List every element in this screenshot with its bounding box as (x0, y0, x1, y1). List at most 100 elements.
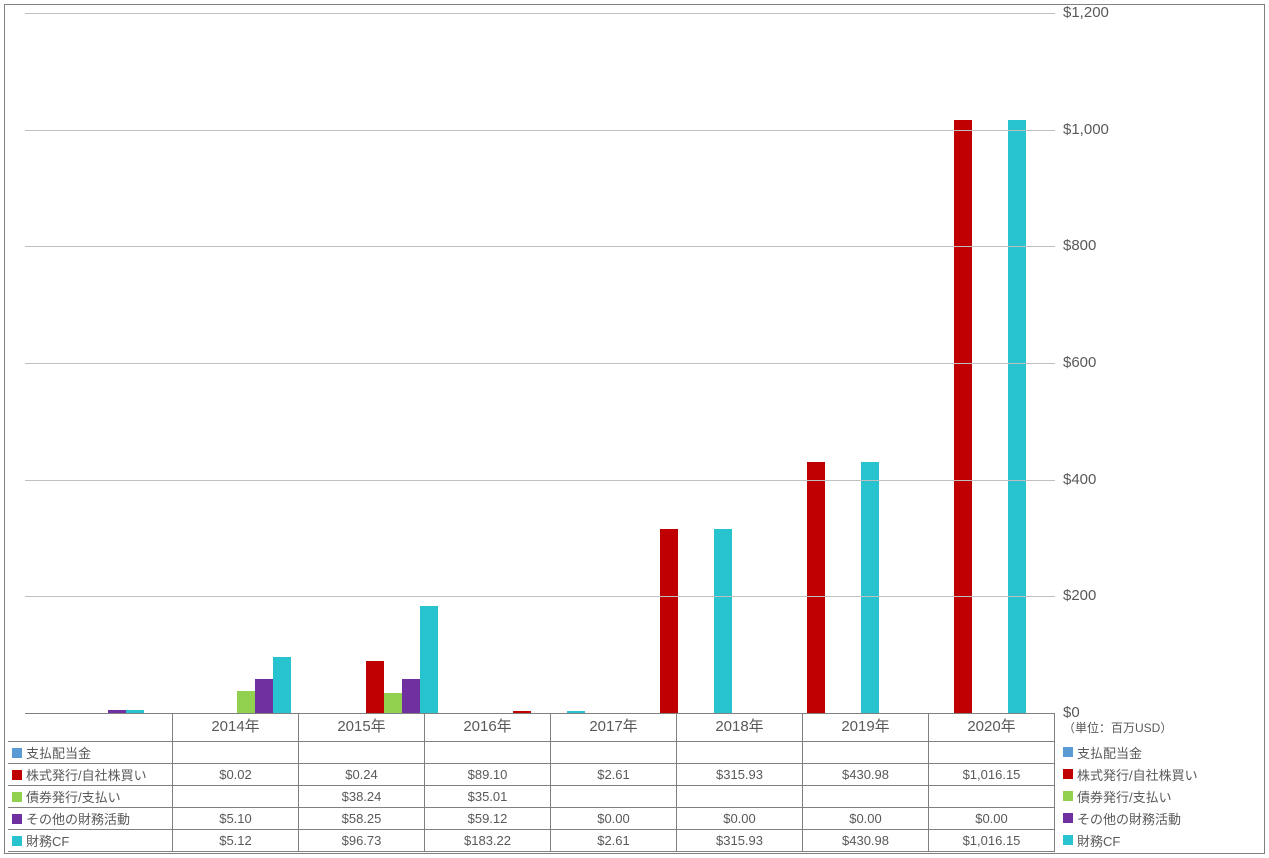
table-cell (928, 742, 1055, 763)
table-row: 財務CF$5.12$96.73$183.22$2.61$315.93$430.9… (8, 830, 1055, 852)
series-header: その他の財務活動 (8, 808, 172, 829)
legend-swatch (1063, 769, 1073, 779)
gridline (25, 363, 1055, 364)
y-axis-tick-label: $1,000 (1063, 121, 1109, 138)
bar-s5 (714, 529, 732, 713)
bar-s2 (660, 529, 678, 713)
legend-label: 債券発行/支払い (1077, 787, 1172, 806)
table-row: 株式発行/自社株買い$0.02$0.24$89.10$2.61$315.93$4… (8, 764, 1055, 786)
legend-swatch (12, 836, 22, 846)
legend-item: その他の財務活動 (1063, 807, 1198, 829)
bar-s5 (273, 657, 291, 713)
legend-swatch (1063, 835, 1073, 845)
series-label: 支払配当金 (26, 743, 91, 762)
table-cell: $96.73 (298, 830, 424, 851)
bar-s2 (954, 120, 972, 713)
chart-container: $0$200$400$600$800$1,000$1,200 2014年2015… (4, 4, 1265, 854)
table-cell: $1,016.15 (928, 830, 1055, 851)
legend-item: 支払配当金 (1063, 741, 1198, 763)
bar-s5 (420, 606, 438, 713)
table-cell: $2.61 (550, 830, 676, 851)
x-axis-category: 2016年 (424, 713, 550, 741)
legend-label: 財務CF (1077, 831, 1120, 850)
x-axis-category: 2015年 (298, 713, 424, 741)
table-cell (928, 786, 1055, 807)
legend-label: その他の財務活動 (1077, 809, 1181, 828)
legend-item: 財務CF (1063, 829, 1198, 851)
table-row: 支払配当金 (8, 742, 1055, 764)
table-cell (298, 742, 424, 763)
x-axis-cells: 2014年2015年2016年2017年2018年2019年2020年 (25, 713, 1055, 741)
series-label: 債券発行/支払い (26, 787, 121, 806)
table-cell: $59.12 (424, 808, 550, 829)
table-cell: $2.61 (550, 764, 676, 785)
table-cell (424, 742, 550, 763)
table-cell: $0.00 (550, 808, 676, 829)
table-cell (172, 786, 298, 807)
legend-item: 債券発行/支払い (1063, 785, 1198, 807)
legend-swatch (1063, 747, 1073, 757)
table-cell (172, 742, 298, 763)
gridline (25, 596, 1055, 597)
gridline (25, 130, 1055, 131)
table-cell: $0.24 (298, 764, 424, 785)
series-header: 支払配当金 (8, 742, 172, 763)
x-axis-category: 2019年 (802, 713, 928, 741)
bar-s4 (402, 679, 420, 713)
table-cell: $183.22 (424, 830, 550, 851)
legend-swatch (12, 748, 22, 758)
table-cell: $0.00 (802, 808, 928, 829)
table-cell (802, 742, 928, 763)
bar-s2 (807, 462, 825, 713)
legend-swatch (1063, 813, 1073, 823)
legend-swatch (12, 792, 22, 802)
plot-area (25, 13, 1055, 713)
table-cell: $38.24 (298, 786, 424, 807)
table-cell: $315.93 (676, 764, 802, 785)
y-axis-tick-label: $800 (1063, 237, 1096, 254)
table-cell (676, 742, 802, 763)
legend-swatch (12, 814, 22, 824)
series-label: 株式発行/自社株買い (26, 765, 147, 784)
x-axis-category: 2020年 (928, 713, 1055, 741)
table-cell: $0.02 (172, 764, 298, 785)
legend-label: 株式発行/自社株買い (1077, 765, 1198, 784)
series-header: 財務CF (8, 830, 172, 851)
x-axis-category: 2014年 (172, 713, 298, 741)
table-cell: $5.10 (172, 808, 298, 829)
table-row: 債券発行/支払い $38.24$35.01 (8, 786, 1055, 808)
table-cell: $5.12 (172, 830, 298, 851)
data-table: 支払配当金株式発行/自社株買い$0.02$0.24$89.10$2.61$315… (8, 741, 1055, 852)
y-axis-tick-label: $400 (1063, 471, 1096, 488)
series-header: 債券発行/支払い (8, 786, 172, 807)
series-header: 株式発行/自社株買い (8, 764, 172, 785)
legend-label: 支払配当金 (1077, 743, 1142, 762)
table-cell: $0.00 (676, 808, 802, 829)
table-cell (676, 786, 802, 807)
legend-item: 株式発行/自社株買い (1063, 763, 1198, 785)
legend-swatch (1063, 791, 1073, 801)
table-cell: $430.98 (802, 764, 928, 785)
y-axis-tick-label: $1,200 (1063, 4, 1109, 21)
table-cell: $0.00 (928, 808, 1055, 829)
y-axis-tick-label: $200 (1063, 587, 1096, 604)
table-cell (550, 742, 676, 763)
bar-s4 (255, 679, 273, 713)
x-axis-category: 2017年 (550, 713, 676, 741)
series-label: 財務CF (26, 831, 69, 850)
bar-s5 (861, 462, 879, 713)
series-label: その他の財務活動 (26, 809, 130, 828)
table-cell: $430.98 (802, 830, 928, 851)
right-legend: 支払配当金株式発行/自社株買い債券発行/支払いその他の財務活動財務CF (1063, 741, 1198, 851)
legend-swatch (12, 770, 22, 780)
gridline (25, 13, 1055, 14)
table-cell: $58.25 (298, 808, 424, 829)
y-axis-tick-label: $600 (1063, 354, 1096, 371)
table-row: その他の財務活動$5.10$58.25$59.12$0.00$0.00$0.00… (8, 808, 1055, 830)
table-cell: $35.01 (424, 786, 550, 807)
table-cell (550, 786, 676, 807)
table-cell (802, 786, 928, 807)
bar-s5 (1008, 120, 1026, 713)
unit-label: （単位：百万USD） (1063, 719, 1172, 736)
gridline (25, 480, 1055, 481)
